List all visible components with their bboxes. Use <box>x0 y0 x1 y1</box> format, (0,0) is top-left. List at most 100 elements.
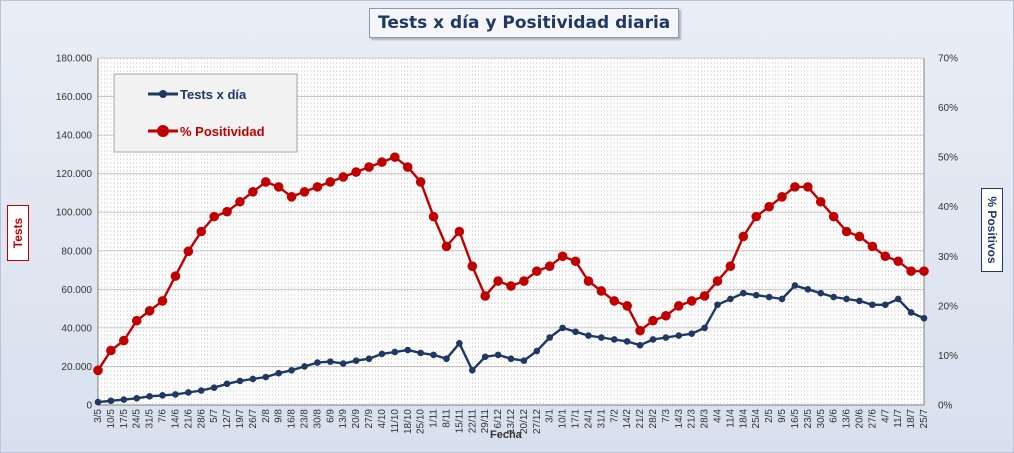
data-point <box>430 351 437 359</box>
legend-marker <box>159 90 167 98</box>
data-point <box>146 393 153 400</box>
x-tick-label: 9/5 <box>777 409 788 423</box>
data-point <box>559 324 566 332</box>
x-tick-label: 20/12 <box>519 409 530 434</box>
x-tick-label: 11/4 <box>725 409 736 428</box>
data-point <box>377 157 387 167</box>
y-right-tick-label: 30% <box>938 252 958 263</box>
data-point <box>352 357 360 364</box>
data-point <box>867 241 878 252</box>
data-point <box>738 231 749 242</box>
data-point <box>417 349 424 357</box>
data-point <box>301 363 308 370</box>
data-point <box>519 276 529 286</box>
x-axis-label: Fecha <box>490 429 522 441</box>
data-point <box>688 330 695 337</box>
data-point <box>725 261 736 272</box>
data-point <box>235 196 245 207</box>
x-tick-label: 30/8 <box>312 409 323 429</box>
x-tick-label: 7/6 <box>158 409 169 423</box>
data-point <box>338 172 349 182</box>
data-point <box>107 397 115 405</box>
series-layer <box>93 152 929 406</box>
data-point <box>701 324 708 332</box>
data-point <box>544 261 555 272</box>
data-point <box>532 266 542 276</box>
x-tick-label: 6/6 <box>829 409 840 423</box>
data-point <box>828 211 839 222</box>
data-point <box>791 282 799 289</box>
x-tick-label: 24/5 <box>132 409 143 429</box>
legend-box <box>113 73 298 153</box>
y-left-tick-label: 160.000 <box>56 92 93 103</box>
x-tick-label: 20/6 <box>854 409 865 429</box>
x-tick-label: 28/3 <box>700 409 711 429</box>
x-tick-label: 18/4 <box>738 409 749 429</box>
data-point <box>919 266 929 276</box>
x-tick-label: 24/1 <box>583 409 594 429</box>
legend-label: Tests x día <box>180 87 247 102</box>
x-tick-label: 14/2 <box>622 409 633 429</box>
data-point <box>196 226 207 237</box>
x-tick-label: 13/12 <box>506 409 517 434</box>
x-tick-label: 31/1 <box>596 409 607 429</box>
x-tick-label: 18/10 <box>403 409 414 434</box>
x-tick-label: 27/9 <box>364 409 375 429</box>
y-left-tick-label: 60.000 <box>61 285 92 296</box>
data-point <box>727 295 734 303</box>
data-point <box>404 346 412 354</box>
data-point <box>712 276 723 286</box>
data-point <box>752 291 760 299</box>
data-point <box>506 281 516 291</box>
y-right-tick-label: 20% <box>938 301 958 312</box>
data-point <box>507 355 515 363</box>
data-point <box>893 256 903 267</box>
x-tick-label: 4/10 <box>377 409 388 429</box>
data-point <box>365 355 373 363</box>
data-point <box>493 276 503 286</box>
legend-marker <box>157 125 169 137</box>
data-point <box>428 211 439 222</box>
data-point <box>364 162 374 172</box>
x-tick-label: 17/5 <box>119 409 130 429</box>
data-point <box>817 289 825 297</box>
x-tick-label: 10/5 <box>106 409 117 429</box>
data-point <box>183 246 194 257</box>
data-point <box>249 375 257 383</box>
grid <box>97 57 925 406</box>
data-point <box>533 347 541 355</box>
data-point <box>649 336 657 343</box>
data-point <box>790 182 800 192</box>
data-point <box>441 241 452 252</box>
data-point <box>223 380 231 388</box>
data-point <box>869 301 876 309</box>
x-tick-label: 27/12 <box>532 409 543 434</box>
data-point <box>686 296 697 306</box>
data-point <box>314 359 321 366</box>
data-point <box>312 182 323 192</box>
data-point <box>415 177 426 187</box>
x-tick-label: 31/5 <box>145 409 156 429</box>
x-tick-label: 4/7 <box>880 409 891 423</box>
data-point <box>468 366 476 374</box>
x-tick-label: 11/10 <box>390 409 401 434</box>
data-point <box>880 251 891 262</box>
data-point <box>351 167 361 177</box>
data-point <box>622 301 632 311</box>
data-point <box>170 271 181 281</box>
data-point <box>804 286 812 293</box>
data-point <box>222 206 232 217</box>
x-tick-label: 3/5 <box>93 409 104 423</box>
data-point <box>378 350 386 358</box>
series-positividad <box>93 152 929 376</box>
x-tick-label: 11/7 <box>893 409 904 428</box>
x-tick-label: 2/8 <box>261 409 272 423</box>
x-tick-label: 6/12 <box>493 409 504 429</box>
data-point <box>456 340 463 347</box>
data-point <box>661 310 671 321</box>
data-point <box>557 251 568 262</box>
data-point <box>907 309 915 316</box>
y-right-tick-label: 60% <box>938 103 958 114</box>
data-point <box>494 351 502 359</box>
y-right-tick-label: 0% <box>938 401 953 412</box>
